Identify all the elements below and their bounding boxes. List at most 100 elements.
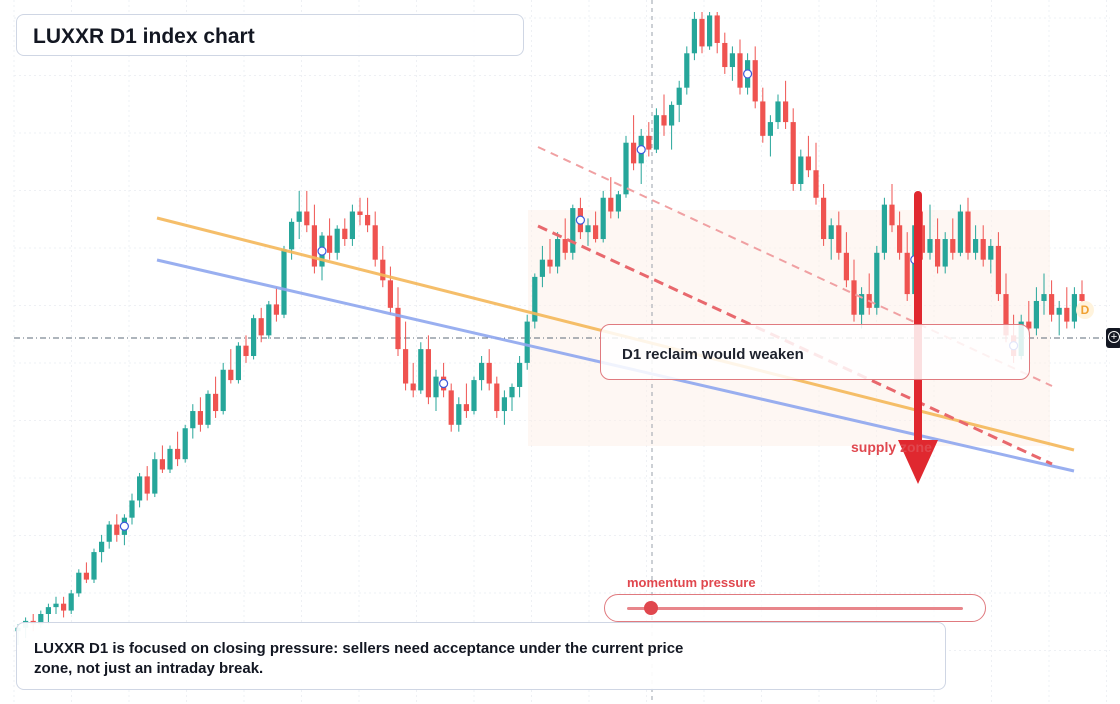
candle xyxy=(114,514,120,542)
candle-body xyxy=(410,383,416,391)
candle-body xyxy=(669,104,675,126)
candle-body xyxy=(836,225,842,253)
candle xyxy=(547,239,553,274)
candle xyxy=(760,87,766,143)
candle xyxy=(691,12,697,61)
candle-body xyxy=(494,383,500,412)
candle xyxy=(281,245,287,319)
summary-box: LUXXR D1 is focused on closing pressure:… xyxy=(16,622,946,690)
candle-body xyxy=(289,221,295,250)
candle xyxy=(91,548,97,584)
candle-body xyxy=(653,115,659,150)
event-marker xyxy=(575,215,586,225)
channel-upper xyxy=(537,146,1053,387)
crosshair-add-button[interactable]: + xyxy=(1106,328,1120,348)
candle xyxy=(539,245,545,288)
candle-body xyxy=(1041,294,1047,301)
candle-body xyxy=(509,386,515,398)
channel-lower xyxy=(537,224,1053,466)
candle xyxy=(273,287,279,322)
candle xyxy=(357,197,363,226)
candle-body xyxy=(874,252,880,308)
candle xyxy=(646,122,652,157)
momentum-slider[interactable] xyxy=(604,594,986,622)
candle-body xyxy=(448,390,454,425)
candle-body xyxy=(950,239,956,253)
candle-body xyxy=(927,239,933,253)
candle xyxy=(555,232,561,274)
candle-body xyxy=(889,204,895,226)
candle xyxy=(327,218,333,260)
candle xyxy=(600,190,606,243)
candle-body xyxy=(479,362,485,381)
candle-body xyxy=(327,235,333,253)
candle-body xyxy=(258,318,264,336)
candle-body xyxy=(403,349,409,384)
candle-body xyxy=(965,211,971,253)
candle xyxy=(843,232,849,288)
candle-body xyxy=(266,304,272,336)
candle-body xyxy=(334,228,340,253)
candle-body xyxy=(676,87,682,105)
candle-body xyxy=(190,411,196,429)
candle xyxy=(874,245,880,315)
candle xyxy=(517,356,523,398)
candle xyxy=(197,397,203,432)
candle xyxy=(532,273,538,329)
momentum-track xyxy=(627,607,963,610)
candle-body xyxy=(395,307,401,350)
candle xyxy=(144,466,150,501)
candle xyxy=(836,211,842,260)
candle xyxy=(365,197,371,233)
candle xyxy=(661,94,667,136)
candle-body xyxy=(228,369,234,381)
candle xyxy=(228,349,234,384)
candle-body xyxy=(433,376,439,398)
candle-body xyxy=(843,252,849,281)
candle xyxy=(1056,300,1062,336)
candle-body xyxy=(38,614,44,625)
d-badge-icon[interactable]: D xyxy=(1076,301,1094,319)
candle-body xyxy=(213,393,219,412)
event-marker xyxy=(439,378,449,389)
candle-body xyxy=(828,225,834,240)
candle xyxy=(61,596,67,618)
candle-body xyxy=(935,239,941,267)
candle xyxy=(790,108,796,191)
candle xyxy=(980,225,986,267)
candle xyxy=(562,218,568,260)
candle-body xyxy=(881,204,887,253)
candle xyxy=(889,184,895,233)
candle xyxy=(68,589,74,614)
annotation-box[interactable]: D1 reclaim would weaken xyxy=(600,324,1030,380)
candle-body xyxy=(205,393,211,425)
candle xyxy=(167,445,173,473)
candle xyxy=(106,521,112,549)
candle xyxy=(235,342,241,384)
candle-body xyxy=(1033,300,1039,329)
candle-body xyxy=(243,345,249,356)
candle xyxy=(182,424,188,463)
candle xyxy=(448,383,454,432)
candle xyxy=(935,218,941,274)
candle xyxy=(296,190,302,240)
candle xyxy=(965,197,971,260)
candle-body xyxy=(167,448,173,470)
candle-body xyxy=(380,259,386,281)
candle xyxy=(1049,280,1055,322)
candle xyxy=(190,404,196,439)
candle-body xyxy=(859,294,865,315)
candle-body xyxy=(1026,321,1032,329)
candle xyxy=(828,218,834,260)
candle-body xyxy=(251,318,257,356)
candle-body xyxy=(349,211,355,240)
candle xyxy=(418,342,424,394)
candle xyxy=(593,211,599,243)
momentum-thumb[interactable] xyxy=(643,601,658,615)
candle-body xyxy=(273,304,279,315)
candle-body xyxy=(957,211,963,253)
candle-body xyxy=(463,404,469,412)
candle xyxy=(805,135,811,178)
candle-body xyxy=(623,142,629,195)
candle-body xyxy=(159,459,165,470)
